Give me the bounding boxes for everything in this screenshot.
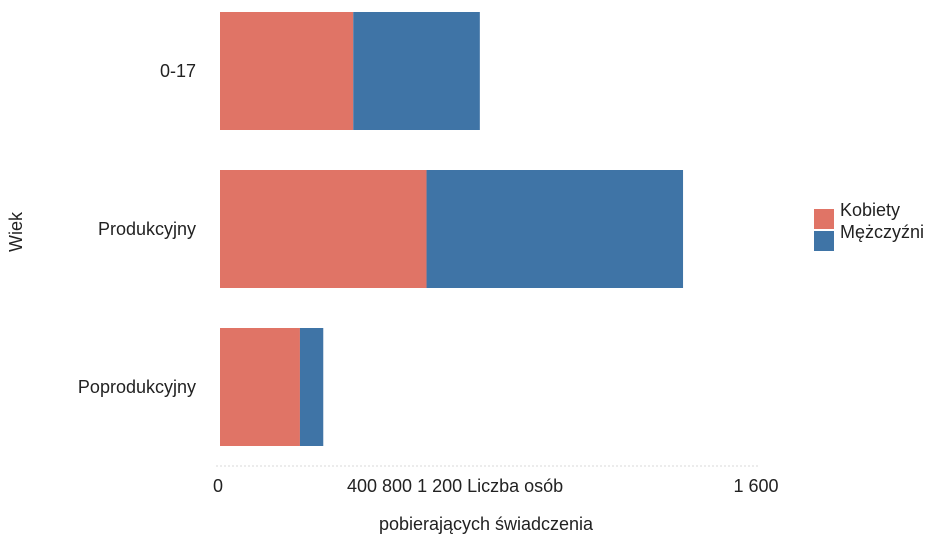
bar-0-17-mezczyzni [353,12,480,130]
bar-poprodukcyjny-mezczyzni [299,328,324,446]
category-label: Poprodukcyjny [78,377,196,397]
x-tick-labels: 0 400 800 1 200 Liczba osób 1 600 [213,476,779,496]
category-labels: 0-17 Produkcyjny Poprodukcyjny [78,61,196,397]
bar-poprodukcyjny-kobiety [220,328,300,446]
y-axis-title: Wiek [6,211,26,252]
bars-layer [220,12,684,446]
category-label: 0-17 [160,61,196,81]
x-tick-label: 400 800 1 200 Liczba osób [347,476,563,496]
bar-produkcyjny-mezczyzni [426,170,684,288]
legend-swatch-mezczyzni [814,231,834,251]
legend-swatch-kobiety [814,209,834,229]
bar-0-17-kobiety [220,12,354,130]
legend-label-mezczyzni: Mężczyźni [840,222,924,242]
bar-produkcyjny-kobiety [220,170,427,288]
x-tick-label: 0 [213,476,223,496]
legend-label-kobiety: Kobiety [840,200,900,220]
category-label: Produkcyjny [98,219,196,239]
x-axis-title: pobierających świadczenia [379,514,594,534]
x-tick-label: 1 600 [733,476,778,496]
